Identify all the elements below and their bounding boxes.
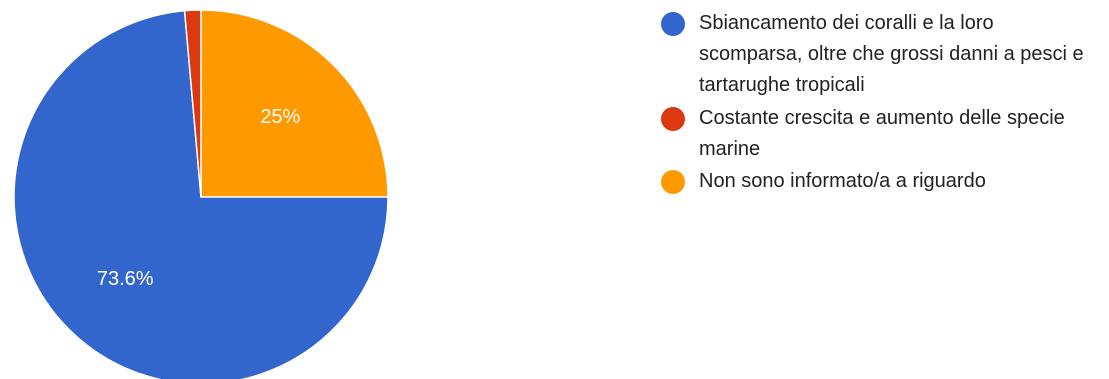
legend-item-coral-bleaching[interactable]: Sbiancamento dei coralli e la loro scomp… — [661, 8, 1101, 101]
legend-swatch-coral-bleaching — [661, 12, 685, 36]
chart-legend: Sbiancamento dei coralli e la loro scomp… — [661, 8, 1101, 197]
slice-marine-growth[interactable] — [183, 9, 202, 198]
slice-coral-bleaching[interactable] — [13, 9, 389, 379]
legend-swatch-not-informed — [661, 170, 685, 194]
legend-label-coral-bleaching: Sbiancamento dei coralli e la loro scomp… — [699, 12, 1084, 96]
slice-not-informed[interactable] — [200, 9, 389, 198]
pie-chart: 25% 73.6% — [13, 9, 389, 379]
legend-label-not-informed: Non sono informato/a a riguardo — [699, 170, 986, 192]
data-label-coral-bleaching: 73.6% — [97, 268, 154, 290]
legend-item-not-informed[interactable]: Non sono informato/a a riguardo — [661, 166, 1101, 197]
legend-swatch-marine-growth — [661, 107, 685, 131]
legend-label-marine-growth: Costante crescita e aumento delle specie… — [699, 107, 1065, 160]
legend-item-marine-growth[interactable]: Costante crescita e aumento delle specie… — [661, 103, 1101, 165]
data-label-not-informed: 25% — [260, 106, 300, 128]
